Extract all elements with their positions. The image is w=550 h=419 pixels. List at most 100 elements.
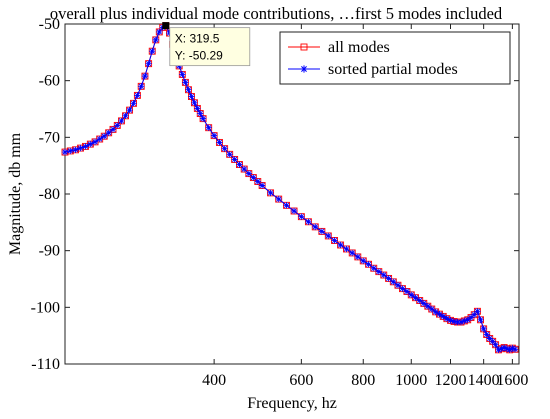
point-sorted-partial-modes [394, 282, 402, 289]
point-sorted-partial-modes [503, 345, 511, 352]
point-sorted-partial-modes [424, 303, 432, 310]
point-sorted-partial-modes [403, 288, 411, 295]
point-sorted-partial-modes [101, 133, 108, 140]
point-sorted-partial-modes [87, 140, 94, 148]
y-tick-label: -110 [31, 356, 60, 373]
point-sorted-partial-modes [290, 207, 298, 215]
y-axis: -110 -100 -90 -80 -70 -60 -50 [31, 16, 519, 373]
datatip-x-label: X: 319.5 [175, 32, 220, 46]
point-sorted-partial-modes [199, 115, 207, 122]
point-sorted-partial-modes [145, 60, 152, 67]
point-sorted-partial-modes [457, 318, 465, 326]
point-sorted-partial-modes [464, 316, 471, 323]
point-sorted-partial-modes [191, 99, 198, 106]
point-sorted-partial-modes [137, 83, 145, 90]
point-sorted-partial-modes [349, 249, 356, 257]
point-sorted-partial-modes [182, 79, 189, 86]
datatip-marker[interactable] [162, 22, 170, 30]
point-sorted-partial-modes [67, 147, 74, 155]
point-sorted-partial-modes [205, 124, 212, 131]
legend-entry-label: sorted partial modes [328, 61, 458, 78]
point-sorted-partial-modes [305, 218, 312, 225]
point-sorted-partial-modes [82, 143, 89, 150]
point-sorted-partial-modes [96, 135, 103, 143]
point-sorted-partial-modes [258, 182, 266, 189]
point-sorted-partial-modes [495, 346, 502, 354]
point-sorted-partial-modes [416, 297, 423, 304]
point-sorted-partial-modes [216, 139, 223, 146]
point-sorted-partial-modes [185, 86, 192, 93]
point-sorted-partial-modes [254, 178, 261, 185]
y-tick-label: -80 [39, 186, 60, 203]
point-sorted-partial-modes [399, 285, 406, 292]
point-sorted-partial-modes [467, 314, 475, 321]
x-tick-label: 600 [289, 372, 313, 389]
point-sorted-partial-modes [428, 305, 435, 313]
chart-title: overall plus individual mode contributio… [50, 4, 503, 23]
point-sorted-partial-modes [390, 278, 397, 286]
point-sorted-partial-modes [436, 310, 443, 318]
point-sorted-partial-modes [360, 257, 367, 265]
point-sorted-partial-modes [420, 300, 427, 307]
point-sorted-partial-modes [283, 202, 290, 209]
point-sorted-partial-modes [114, 122, 121, 129]
point-sorted-partial-modes [354, 253, 362, 261]
legend[interactable]: all modes sorted partial modes [279, 31, 511, 85]
point-sorted-partial-modes [471, 311, 478, 318]
y-tick-label: -50 [39, 16, 60, 33]
point-sorted-partial-modes [450, 318, 458, 325]
point-sorted-partial-modes [197, 110, 204, 117]
point-sorted-partial-modes [461, 317, 468, 325]
legend-marker [300, 43, 308, 51]
point-sorted-partial-modes [312, 223, 319, 231]
y-axis-label: Magnitude, db mm [7, 132, 24, 255]
datatip-y-label: Y: -50.29 [175, 49, 223, 63]
series-layer [61, 22, 519, 354]
y-tick-label: -100 [31, 299, 60, 316]
x-tick-label: 400 [202, 372, 226, 389]
point-sorted-partial-modes [122, 112, 129, 119]
point-sorted-partial-modes [194, 105, 201, 112]
point-sorted-partial-modes [412, 294, 419, 301]
point-sorted-partial-modes [498, 345, 505, 352]
point-sorted-partial-modes [179, 71, 186, 78]
y-tick-label: -70 [39, 129, 60, 146]
point-sorted-partial-modes [489, 338, 496, 345]
point-sorted-partial-modes [105, 129, 112, 136]
datatip[interactable]: X: 319.5 Y: -50.29 [162, 22, 251, 67]
x-tick-label: 1000 [395, 372, 427, 389]
point-sorted-partial-modes [509, 344, 516, 352]
point-sorted-partial-modes [245, 170, 253, 177]
x-axis-label: Frequency, hz [247, 395, 337, 412]
point-sorted-partial-modes [267, 189, 274, 197]
point-sorted-partial-modes [141, 72, 149, 80]
point-sorted-partial-modes [477, 316, 484, 323]
point-sorted-partial-modes [439, 313, 447, 320]
point-sorted-partial-modes [275, 195, 282, 203]
x-tick-label: 1400 [468, 372, 500, 389]
point-sorted-partial-modes [152, 36, 159, 44]
point-sorted-partial-modes [118, 117, 125, 125]
point-sorted-partial-modes [240, 165, 248, 173]
point-sorted-partial-modes [318, 228, 326, 235]
point-sorted-partial-modes [454, 318, 461, 326]
legend-entry-label: all modes [328, 39, 390, 56]
point-sorted-partial-modes [134, 92, 141, 99]
point-sorted-partial-modes [325, 232, 332, 240]
point-sorted-partial-modes [486, 335, 493, 342]
point-sorted-partial-modes [188, 93, 195, 100]
point-sorted-partial-modes [250, 174, 257, 181]
point-sorted-partial-modes [500, 344, 508, 351]
x-tick-label: 1200 [434, 372, 466, 389]
point-sorted-partial-modes [408, 291, 415, 299]
point-sorted-partial-modes [370, 265, 377, 272]
datatip-box[interactable] [169, 27, 251, 67]
point-sorted-partial-modes [447, 317, 454, 324]
point-sorted-partial-modes [474, 308, 481, 315]
point-sorted-partial-modes [480, 325, 487, 333]
legend-box [279, 31, 511, 85]
legend-marker [300, 65, 308, 73]
point-sorted-partial-modes [506, 346, 513, 354]
